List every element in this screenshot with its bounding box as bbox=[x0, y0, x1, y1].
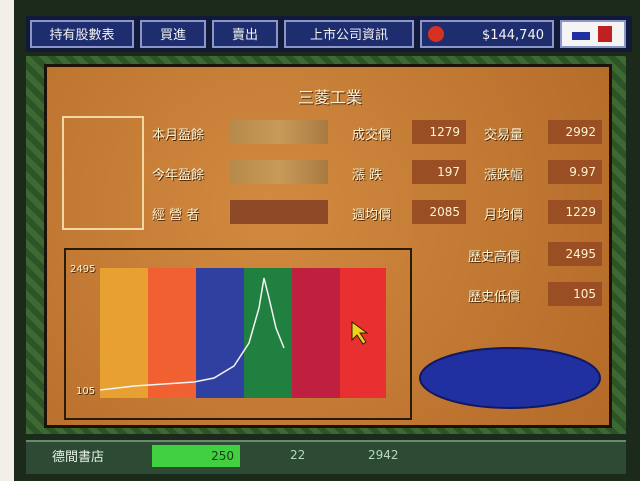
stat-label: 交易量 bbox=[484, 128, 524, 143]
blurred-value bbox=[230, 160, 328, 184]
icon-part bbox=[572, 32, 590, 40]
blurred-value bbox=[230, 200, 328, 224]
share-ellipse bbox=[419, 347, 601, 409]
chart-y-bottom: 105 bbox=[76, 386, 96, 397]
stat-label: 漲跌幅 bbox=[484, 168, 524, 183]
stat-value: 9.97 bbox=[548, 160, 602, 184]
price-chart bbox=[99, 268, 386, 398]
ellipse bbox=[419, 347, 601, 409]
menu-icon[interactable] bbox=[560, 20, 626, 48]
status-value: 2942 bbox=[368, 448, 399, 462]
label: 經 營 者 bbox=[152, 208, 200, 223]
stat-label: 漲 跌 bbox=[352, 168, 383, 183]
band bbox=[292, 268, 340, 398]
stat-value: 197 bbox=[412, 160, 466, 184]
page-edge bbox=[0, 0, 14, 481]
panel-title: 三菱工業 bbox=[297, 88, 362, 107]
stat-label: 歷史高價 bbox=[468, 250, 521, 265]
band bbox=[196, 268, 244, 398]
stat-value: 2085 bbox=[412, 200, 466, 224]
stat-label: 歷史低價 bbox=[468, 290, 521, 305]
band bbox=[148, 268, 196, 398]
player-icon bbox=[428, 26, 444, 42]
stat-value: 2992 bbox=[548, 120, 602, 144]
stat-value: 2495 bbox=[548, 242, 602, 266]
holdings-button[interactable]: 持有股數表 bbox=[30, 20, 134, 48]
status-bar bbox=[26, 440, 626, 474]
stat-label: 月均價 bbox=[484, 208, 524, 223]
company-name: 德間書店 bbox=[52, 450, 105, 465]
label: 本月盈餘 bbox=[152, 128, 205, 143]
buy-button[interactable]: 買進 bbox=[140, 20, 206, 48]
stat-value: 105 bbox=[548, 282, 602, 306]
price-line bbox=[99, 277, 285, 391]
chart-y-top: 2495 bbox=[70, 264, 96, 275]
stat-label: 週均價 bbox=[352, 208, 392, 223]
status-value: 22 bbox=[290, 448, 306, 462]
band bbox=[100, 268, 148, 398]
company-info-button[interactable]: 上市公司資訊 bbox=[284, 20, 414, 48]
blurred-value bbox=[230, 120, 328, 144]
label: 今年盈餘 bbox=[152, 168, 205, 183]
stat-value: 1229 bbox=[548, 200, 602, 224]
chart-box bbox=[64, 248, 412, 420]
stat-value: 1279 bbox=[412, 120, 466, 144]
portrait-box bbox=[62, 116, 144, 230]
icon-part bbox=[598, 26, 612, 42]
cursor bbox=[351, 321, 369, 345]
status-value: 250 bbox=[152, 445, 240, 467]
money: $144,740 bbox=[420, 20, 554, 48]
sell-button[interactable]: 賣出 bbox=[212, 20, 278, 48]
stat-label: 成交價 bbox=[352, 128, 392, 143]
